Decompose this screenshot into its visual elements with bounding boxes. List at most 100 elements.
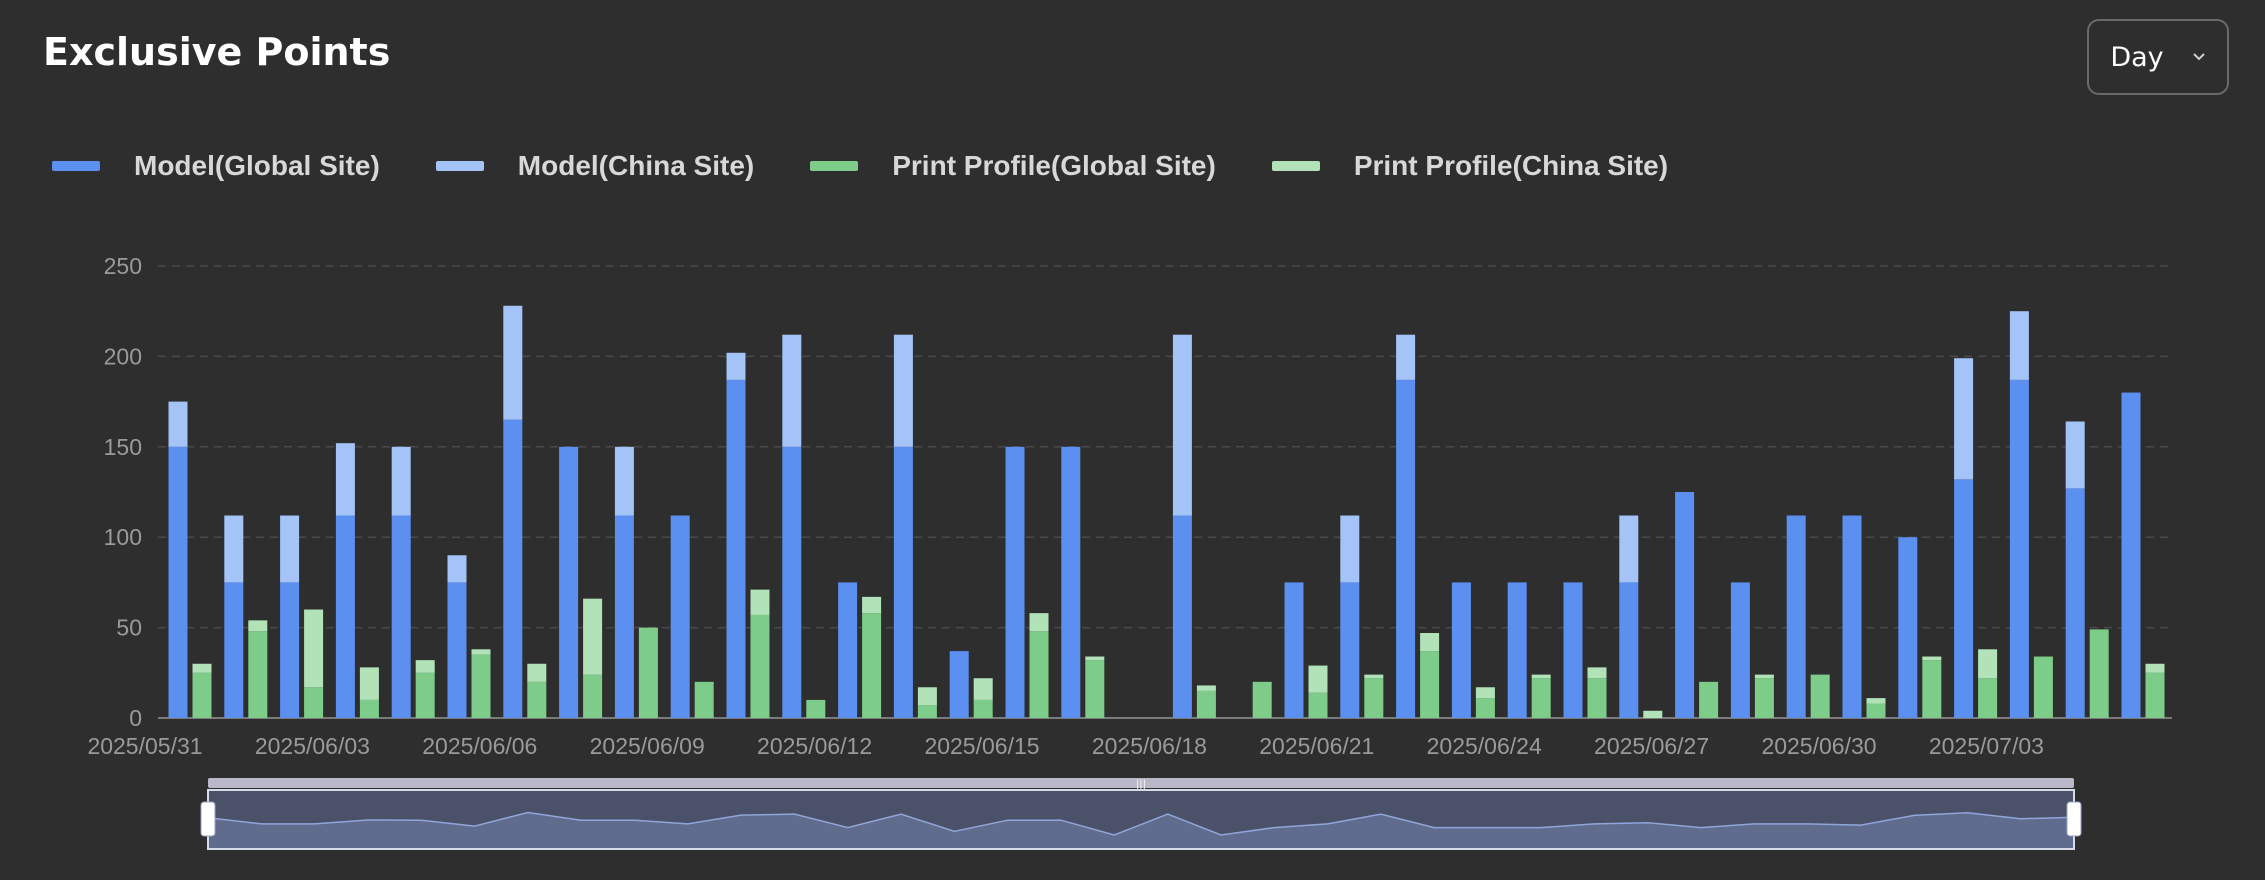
- bar-segment[interactable]: [750, 589, 770, 615]
- bar-segment[interactable]: [1954, 479, 1974, 718]
- bar-segment[interactable]: [1786, 515, 1806, 718]
- bar-segment[interactable]: [1619, 582, 1639, 718]
- bar-segment[interactable]: [726, 379, 746, 718]
- bar-segment[interactable]: [304, 687, 324, 718]
- legend-item-model-global[interactable]: Model(Global Site): [52, 150, 380, 182]
- bar-segment[interactable]: [248, 620, 268, 632]
- bar-segment[interactable]: [192, 663, 212, 673]
- bar-segment[interactable]: [1340, 515, 1360, 583]
- bar-segment[interactable]: [1396, 379, 1416, 718]
- zoom-selection[interactable]: [207, 789, 2075, 850]
- bar-segment[interactable]: [1531, 674, 1551, 679]
- bar-segment[interactable]: [1308, 692, 1328, 718]
- data-zoom-slider[interactable]: |||: [200, 778, 2082, 850]
- bar-segment[interactable]: [614, 515, 634, 718]
- legend-item-print-china[interactable]: Print Profile(China Site): [1271, 150, 1668, 182]
- bar-segment[interactable]: [750, 614, 770, 718]
- bar-segment[interactable]: [782, 334, 802, 447]
- bar-segment[interactable]: [280, 515, 300, 583]
- bar-segment[interactable]: [1061, 446, 1081, 718]
- bar-segment[interactable]: [2089, 629, 2109, 718]
- bar-segment[interactable]: [1172, 334, 1192, 516]
- bar-segment[interactable]: [694, 681, 714, 718]
- bar-segment[interactable]: [415, 660, 435, 673]
- bar-segment[interactable]: [1810, 674, 1830, 718]
- bar-segment[interactable]: [1754, 674, 1774, 679]
- bar-segment[interactable]: [1563, 582, 1583, 718]
- bar-segment[interactable]: [893, 334, 913, 447]
- bar-segment[interactable]: [304, 609, 324, 688]
- bar-segment[interactable]: [1587, 667, 1607, 679]
- bar-segment[interactable]: [447, 582, 467, 718]
- bar-segment[interactable]: [471, 649, 491, 655]
- bar-segment[interactable]: [1340, 582, 1360, 718]
- bar-segment[interactable]: [638, 627, 658, 718]
- bar-segment[interactable]: [2033, 656, 2053, 718]
- bar-segment[interactable]: [471, 654, 491, 718]
- bar-segment[interactable]: [359, 667, 379, 700]
- bar-segment[interactable]: [335, 515, 355, 718]
- bar-segment[interactable]: [1420, 651, 1440, 718]
- bar-segment[interactable]: [1029, 613, 1049, 632]
- bar-segment[interactable]: [1866, 703, 1886, 718]
- bar-segment[interactable]: [2145, 672, 2165, 718]
- bar-segment[interactable]: [1005, 446, 1025, 718]
- bar-segment[interactable]: [1842, 515, 1862, 718]
- bar-segment[interactable]: [917, 705, 937, 718]
- bar-segment[interactable]: [2065, 488, 2085, 718]
- bar-segment[interactable]: [527, 681, 547, 718]
- bar-segment[interactable]: [949, 651, 969, 718]
- bar-segment[interactable]: [1085, 660, 1105, 718]
- time-range-select[interactable]: Day: [2087, 19, 2229, 95]
- bar-segment[interactable]: [359, 699, 379, 718]
- bar-segment[interactable]: [2009, 379, 2029, 718]
- bar-segment[interactable]: [862, 613, 882, 718]
- bar-segment[interactable]: [1954, 358, 1974, 480]
- bar-segment[interactable]: [1284, 582, 1304, 718]
- legend-item-model-china[interactable]: Model(China Site): [435, 150, 754, 182]
- bar-segment[interactable]: [447, 555, 467, 583]
- bar-segment[interactable]: [1675, 492, 1695, 718]
- bar-segment[interactable]: [1507, 582, 1527, 718]
- bar-segment[interactable]: [1754, 678, 1774, 718]
- bar-segment[interactable]: [917, 687, 937, 706]
- bar-segment[interactable]: [893, 446, 913, 718]
- bar-segment[interactable]: [782, 446, 802, 718]
- bar-segment[interactable]: [2009, 311, 2029, 380]
- bar-segment[interactable]: [1308, 665, 1328, 693]
- bar-segment[interactable]: [391, 515, 411, 718]
- bar-segment[interactable]: [1531, 678, 1551, 718]
- bar-segment[interactable]: [1922, 660, 1942, 718]
- bar-segment[interactable]: [2121, 392, 2141, 718]
- bar-segment[interactable]: [168, 446, 188, 718]
- bar-segment[interactable]: [391, 446, 411, 516]
- bar-segment[interactable]: [527, 663, 547, 682]
- bar-segment[interactable]: [806, 699, 826, 718]
- bar-segment[interactable]: [280, 582, 300, 718]
- bar-segment[interactable]: [1866, 698, 1886, 704]
- bar-segment[interactable]: [192, 672, 212, 718]
- bar-segment[interactable]: [1978, 649, 1998, 679]
- bar-segment[interactable]: [1420, 633, 1440, 652]
- zoom-handle-right[interactable]: [2066, 801, 2082, 837]
- bar-segment[interactable]: [1643, 710, 1663, 718]
- zoom-handle-left[interactable]: [200, 801, 216, 837]
- bar-segment[interactable]: [1978, 678, 1998, 718]
- bar-segment[interactable]: [224, 515, 244, 583]
- bar-segment[interactable]: [168, 401, 188, 447]
- bar-segment[interactable]: [1252, 681, 1272, 718]
- zoom-move-bar[interactable]: [208, 778, 2074, 788]
- bar-segment[interactable]: [838, 582, 858, 718]
- bar-segment[interactable]: [1396, 334, 1416, 380]
- bar-segment[interactable]: [1922, 656, 1942, 661]
- bar-segment[interactable]: [1364, 678, 1384, 718]
- bar-segment[interactable]: [503, 305, 523, 420]
- bar-segment[interactable]: [583, 598, 603, 675]
- bar-segment[interactable]: [614, 446, 634, 516]
- bar-segment[interactable]: [973, 699, 993, 718]
- bar-segment[interactable]: [1898, 537, 1918, 718]
- bar-segment[interactable]: [862, 596, 882, 614]
- legend-item-print-global[interactable]: Print Profile(Global Site): [810, 150, 1216, 182]
- bar-segment[interactable]: [1699, 681, 1719, 718]
- bar-segment[interactable]: [2065, 421, 2085, 489]
